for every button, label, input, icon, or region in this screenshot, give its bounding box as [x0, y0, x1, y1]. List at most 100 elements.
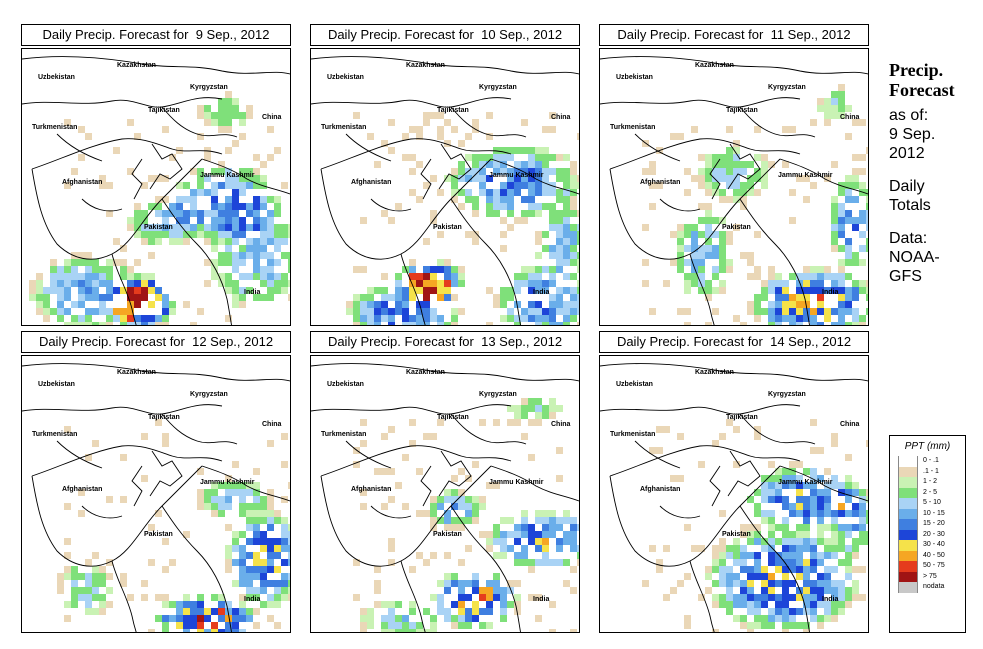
precip-cell — [267, 524, 274, 531]
precip-cell — [423, 273, 430, 280]
country-label-kyrgyzstan: Kyrgyzstan — [479, 84, 517, 91]
precip-cell — [64, 266, 71, 273]
precip-cell — [260, 573, 267, 580]
precip-cell — [514, 182, 521, 189]
precip-cell — [507, 154, 514, 161]
precip-cell — [253, 154, 260, 161]
precip-cell — [500, 231, 507, 238]
precip-cell — [782, 280, 789, 287]
precip-cell — [106, 601, 113, 608]
precip-cell — [726, 175, 733, 182]
precip-cell — [169, 601, 176, 608]
precip-cell — [409, 629, 416, 632]
precip-cell — [267, 510, 274, 517]
precip-cell — [36, 273, 43, 280]
precip-cell — [465, 503, 472, 510]
precip-cell — [845, 301, 852, 308]
precip-cell — [747, 587, 754, 594]
precip-cell — [395, 482, 402, 489]
precip-cell — [267, 273, 274, 280]
precip-cell — [458, 559, 465, 566]
precip-cell — [211, 594, 218, 601]
precip-cell — [521, 168, 528, 175]
precip-cell — [775, 280, 782, 287]
precip-cell — [789, 622, 796, 629]
precip-cell — [642, 259, 649, 266]
precip-cell — [381, 601, 388, 608]
precip-cell — [225, 168, 232, 175]
precip-cell — [472, 461, 479, 468]
map-svg: KazakhstanUzbekistanKyrgyzstanTajikistan… — [311, 56, 579, 325]
precip-cell — [225, 503, 232, 510]
precip-cell — [803, 573, 810, 580]
precip-cell — [99, 280, 106, 287]
precip-cell — [677, 252, 684, 259]
country-label-turkmenistan: Turkmenistan — [321, 431, 366, 438]
precip-cell — [190, 615, 197, 622]
precip-cell — [535, 308, 542, 315]
precip-cell — [817, 601, 824, 608]
precip-cell — [169, 301, 176, 308]
precip-cell — [500, 594, 507, 601]
precip-cell — [670, 587, 677, 594]
precip-cell — [274, 210, 281, 217]
precip-cell — [824, 98, 831, 105]
precip-cell — [232, 182, 239, 189]
precip-cell — [232, 531, 239, 538]
precip-cell — [831, 273, 838, 280]
precip-cell — [866, 245, 868, 252]
precip-cell — [190, 224, 197, 231]
precip-cell — [733, 224, 740, 231]
precip-cell — [577, 231, 579, 238]
precip-cell — [493, 594, 500, 601]
precip-cell — [507, 294, 514, 301]
precip-cell — [162, 615, 169, 622]
precip-cell — [85, 580, 92, 587]
precip-cell — [838, 601, 845, 608]
precip-cell — [260, 545, 267, 552]
precip-cell — [705, 294, 712, 301]
precip-cell — [803, 559, 810, 566]
precip-cell — [486, 203, 493, 210]
precip-cell — [726, 608, 733, 615]
precip-cell — [852, 524, 859, 531]
data-source-label: Data: — [889, 230, 928, 247]
precip-cell — [71, 587, 78, 594]
precip-cell — [444, 175, 451, 182]
precip-cell — [698, 203, 705, 210]
precip-cell — [528, 315, 535, 322]
precip-cell — [691, 273, 698, 280]
precip-cell — [472, 210, 479, 217]
precip-cell — [831, 105, 838, 112]
precip-cell — [549, 405, 556, 412]
precip-cell — [239, 259, 246, 266]
precip-cell — [246, 245, 253, 252]
precip-cell — [521, 182, 528, 189]
precip-cell — [493, 196, 500, 203]
precip-cell — [831, 440, 838, 447]
border-line — [739, 106, 816, 138]
precip-cell — [409, 294, 416, 301]
country-label-afghanistan: Afghanistan — [640, 179, 680, 186]
precip-cell — [656, 559, 663, 566]
precip-cell — [64, 573, 71, 580]
country-label-jammu-kashmir: Jammu Kashmir — [200, 479, 255, 486]
precip-cell — [838, 210, 845, 217]
precip-cell — [817, 538, 824, 545]
precip-cell — [120, 287, 127, 294]
precip-cell — [817, 503, 824, 510]
precip-cell — [225, 482, 232, 489]
precip-cell — [733, 140, 740, 147]
precip-cell — [402, 294, 409, 301]
precip-cell — [120, 573, 127, 580]
precip-cell — [381, 140, 388, 147]
precip-cell — [211, 203, 218, 210]
precip-cell — [409, 419, 416, 426]
precip-cell — [99, 594, 106, 601]
precip-cell — [810, 119, 817, 126]
precip-cell — [190, 168, 197, 175]
precip-cell — [649, 168, 656, 175]
precip-cell — [810, 482, 817, 489]
precip-cell — [232, 252, 239, 259]
